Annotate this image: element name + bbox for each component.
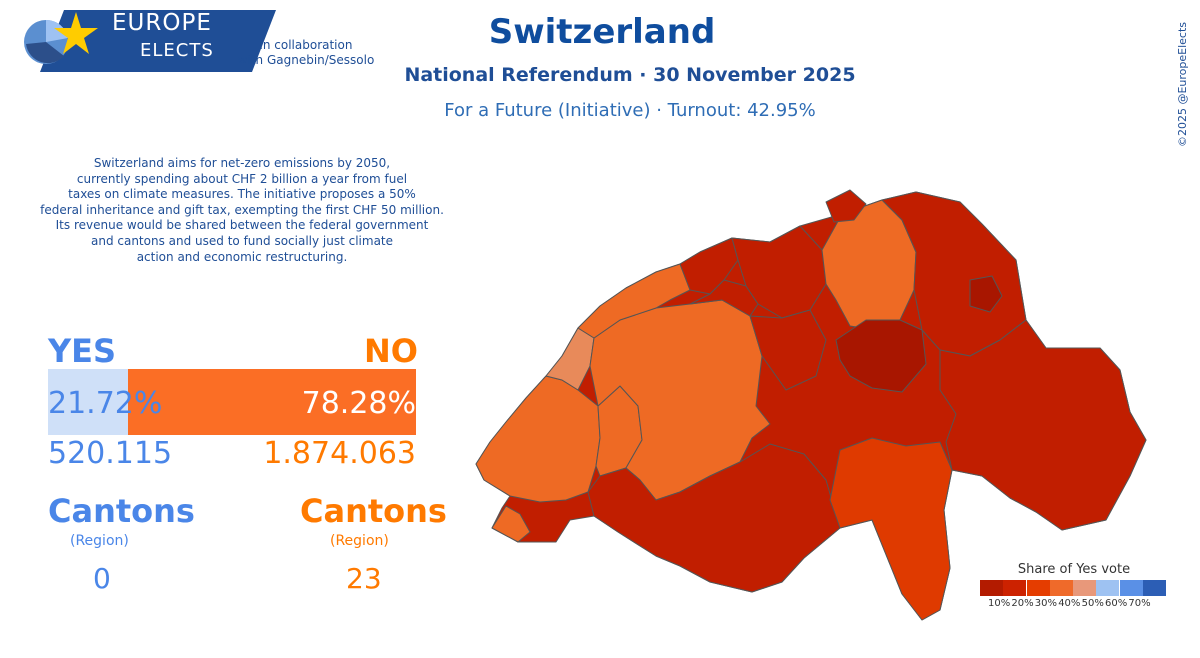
result-bar bbox=[48, 369, 416, 435]
map-region-geneva bbox=[491, 505, 531, 543]
legend-swatch bbox=[1096, 580, 1120, 596]
description-line: currently spending about CHF 2 billion a… bbox=[76, 171, 408, 186]
legend-color-scale bbox=[980, 580, 1166, 596]
legend-swatch bbox=[1119, 580, 1143, 596]
copyright-text: ©2025 @EuropeElects bbox=[1176, 22, 1189, 147]
yes-label: YES bbox=[48, 332, 117, 370]
no-votes: 1.874.063 bbox=[263, 436, 416, 471]
description-line: Its revenue would be shared between the … bbox=[55, 218, 429, 233]
map-region-lucerne bbox=[749, 309, 827, 391]
no-cantons-label: Cantons bbox=[300, 492, 447, 530]
no-cantons-count: 23 bbox=[346, 562, 382, 595]
referendum-subtitle: National Referendum · 30 November 2025 bbox=[404, 64, 856, 86]
legend-swatch bbox=[1142, 580, 1166, 596]
legend-swatch bbox=[1049, 580, 1073, 596]
description-line: federal inheritance and gift tax, exempt… bbox=[40, 202, 444, 217]
yes-cantons-count: 0 bbox=[93, 562, 111, 595]
no-region-label: (Region) bbox=[330, 533, 389, 549]
legend-tick: 70% bbox=[1128, 598, 1151, 609]
description-line: taxes on climate measures. The initiativ… bbox=[68, 187, 416, 202]
brand-name-line1: EUROPE bbox=[112, 10, 212, 36]
legend-title: Share of Yes vote bbox=[1017, 562, 1131, 577]
yes-votes: 520.115 bbox=[48, 436, 173, 471]
collaboration-note: in collaboration with Gagnebin/Sessolo bbox=[236, 38, 376, 68]
map-region-ticino bbox=[829, 437, 953, 621]
collaboration-line1: in collaboration bbox=[259, 38, 353, 52]
no-label: NO bbox=[364, 332, 418, 370]
initiative-description: Switzerland aims for net-zero emissions … bbox=[36, 156, 448, 265]
brand-name-line2: ELECTS bbox=[140, 40, 214, 61]
legend-tick: 60% bbox=[1105, 598, 1128, 609]
legend-swatch bbox=[1003, 580, 1027, 596]
collaboration-line2: with Gagnebin/Sessolo bbox=[237, 53, 375, 67]
description-line: and cantons and used to fund socially ju… bbox=[90, 233, 394, 248]
legend-tick: 50% bbox=[1081, 598, 1104, 609]
initiative-turnout: For a Future (Initiative) · Turnout: 42.… bbox=[444, 100, 816, 121]
copyright-notice: ©2025 @EuropeElects bbox=[1176, 22, 1189, 147]
yes-region-label: (Region) bbox=[70, 533, 129, 549]
legend-swatch bbox=[1073, 580, 1096, 596]
legend-tick: 30% bbox=[1034, 598, 1058, 609]
switzerland-canton-map bbox=[475, 189, 1147, 621]
legend-swatch bbox=[980, 580, 1003, 596]
map-region-schaffhausen bbox=[825, 189, 867, 223]
map-region-jura bbox=[577, 263, 691, 339]
legend-ticks: 10% 20% 30% 40% 50% 60% 70% bbox=[976, 598, 1176, 612]
description-line: Switzerland aims for net-zero emissions … bbox=[93, 156, 391, 170]
map-region-vaud bbox=[475, 375, 601, 503]
map-region-graubunden bbox=[939, 319, 1147, 531]
no-share-bar bbox=[127, 369, 416, 435]
description-line: action and economic restructuring. bbox=[136, 249, 348, 264]
map-region-central bbox=[835, 319, 927, 393]
europe-elects-logo bbox=[24, 10, 276, 72]
yes-cantons-label: Cantons bbox=[48, 492, 195, 530]
legend-tick: 10% bbox=[988, 598, 1011, 609]
legend-swatch bbox=[1026, 580, 1050, 596]
yes-share-bar bbox=[48, 369, 128, 435]
map-region-appenzell bbox=[969, 275, 1003, 313]
page-title: Switzerland bbox=[488, 12, 716, 52]
legend-tick: 20% bbox=[1011, 598, 1034, 609]
legend-tick: 40% bbox=[1058, 598, 1081, 609]
no-percent: 78.28% bbox=[301, 386, 416, 421]
yes-percent: 21.72% bbox=[48, 386, 163, 421]
